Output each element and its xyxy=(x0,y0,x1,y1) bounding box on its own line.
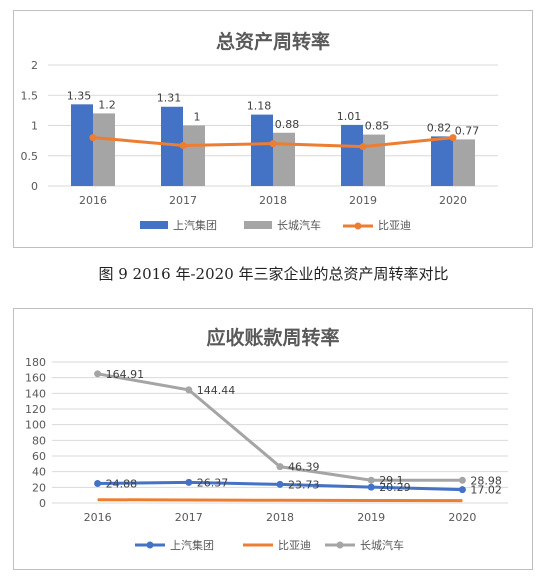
chart-receivables-turnover: 应收账款周转率 xyxy=(13,308,533,570)
line-point xyxy=(185,478,193,486)
bar xyxy=(251,114,273,186)
line-point xyxy=(458,476,466,484)
line-point xyxy=(359,143,367,151)
line-point xyxy=(89,134,97,142)
data-label: 1.18 xyxy=(247,100,272,113)
chart-title: 总资产周转率 xyxy=(215,31,330,53)
data-label: 1 xyxy=(194,111,201,124)
x-tick-label: 2018 xyxy=(259,194,287,207)
data-label: 24.88 xyxy=(106,478,138,491)
line-point xyxy=(276,480,284,488)
x-tick-label: 2017 xyxy=(175,511,203,524)
data-label: 0.77 xyxy=(455,124,480,137)
x-tick-label: 2016 xyxy=(84,511,112,524)
y-tick-label: 2 xyxy=(31,59,38,72)
legend-label: 上汽集团 xyxy=(170,538,214,552)
data-label: 17.02 xyxy=(470,484,502,497)
y-tick-label: 60 xyxy=(32,450,46,463)
y-tick-label: 80 xyxy=(32,434,46,447)
series-line xyxy=(97,498,463,503)
legend-label: 比亚迪 xyxy=(378,219,411,232)
legend-label: 长城汽车 xyxy=(277,218,321,232)
bar xyxy=(273,132,295,186)
y-tick-label: 100 xyxy=(25,419,46,432)
y-tick-label: 20 xyxy=(32,481,46,494)
data-label: 0.85 xyxy=(365,120,390,133)
data-label: 1.2 xyxy=(98,98,116,111)
x-tick-label: 2020 xyxy=(439,194,467,207)
bar xyxy=(161,106,183,186)
y-tick-label: 0.5 xyxy=(21,150,39,163)
data-label: 1.01 xyxy=(337,110,362,123)
legend-label: 长城汽车 xyxy=(360,538,404,552)
y-tick-label: 0 xyxy=(31,180,38,193)
y-tick-label: 180 xyxy=(25,356,46,369)
y-tick-label: 120 xyxy=(25,403,46,416)
bar xyxy=(71,104,93,186)
x-tick-label: 2019 xyxy=(357,511,385,524)
x-tick-label: 2017 xyxy=(169,194,197,207)
legend-swatch xyxy=(244,221,272,229)
line-point xyxy=(179,141,187,149)
line-point xyxy=(367,476,375,484)
legend-marker xyxy=(146,541,154,549)
data-label: 20.29 xyxy=(379,481,411,494)
y-tick-label: 1 xyxy=(31,120,38,133)
line-point xyxy=(367,483,375,491)
legend-marker xyxy=(354,222,362,230)
bar xyxy=(431,136,453,186)
data-label: 144.44 xyxy=(197,384,236,397)
line-point xyxy=(458,486,466,494)
line-point xyxy=(185,386,193,394)
y-tick-label: 0 xyxy=(39,497,46,510)
data-label: 29.1 xyxy=(379,474,404,487)
data-label: 0.88 xyxy=(275,118,300,131)
legend-label: 比亚迪 xyxy=(278,539,311,552)
line-point xyxy=(269,140,277,148)
data-label: 0.82 xyxy=(427,121,452,134)
y-tick-label: 1.5 xyxy=(21,89,39,102)
data-label: 28.98 xyxy=(470,474,502,487)
y-tick-label: 40 xyxy=(32,466,46,479)
legend-label: 上汽集团 xyxy=(173,218,217,232)
x-tick-label: 2020 xyxy=(448,511,476,524)
data-label: 1.31 xyxy=(157,92,182,105)
x-tick-label: 2016 xyxy=(79,194,107,207)
y-tick-label: 140 xyxy=(25,387,46,400)
line-point xyxy=(449,134,457,142)
data-label: 23.73 xyxy=(288,478,320,491)
data-label: 1.35 xyxy=(67,89,92,102)
line-point xyxy=(276,463,284,471)
x-tick-label: 2019 xyxy=(349,194,377,207)
bar xyxy=(183,125,205,186)
legend-swatch xyxy=(140,221,168,229)
bar xyxy=(93,113,115,186)
bar xyxy=(341,124,363,186)
x-tick-label: 2018 xyxy=(266,511,294,524)
y-tick-label: 160 xyxy=(25,372,46,385)
line-point xyxy=(94,480,102,488)
data-label: 46.39 xyxy=(288,461,320,474)
data-label: 164.91 xyxy=(106,368,145,381)
figure-caption: 图 9 2016 年-2020 年三家企业的总资产周转率对比 xyxy=(98,265,449,283)
chart-title: 应收账款周转率 xyxy=(206,327,340,349)
line-point xyxy=(94,370,102,378)
data-label: 26.37 xyxy=(197,476,229,489)
bar xyxy=(453,139,475,186)
bar xyxy=(363,134,385,186)
legend-marker xyxy=(336,541,344,549)
